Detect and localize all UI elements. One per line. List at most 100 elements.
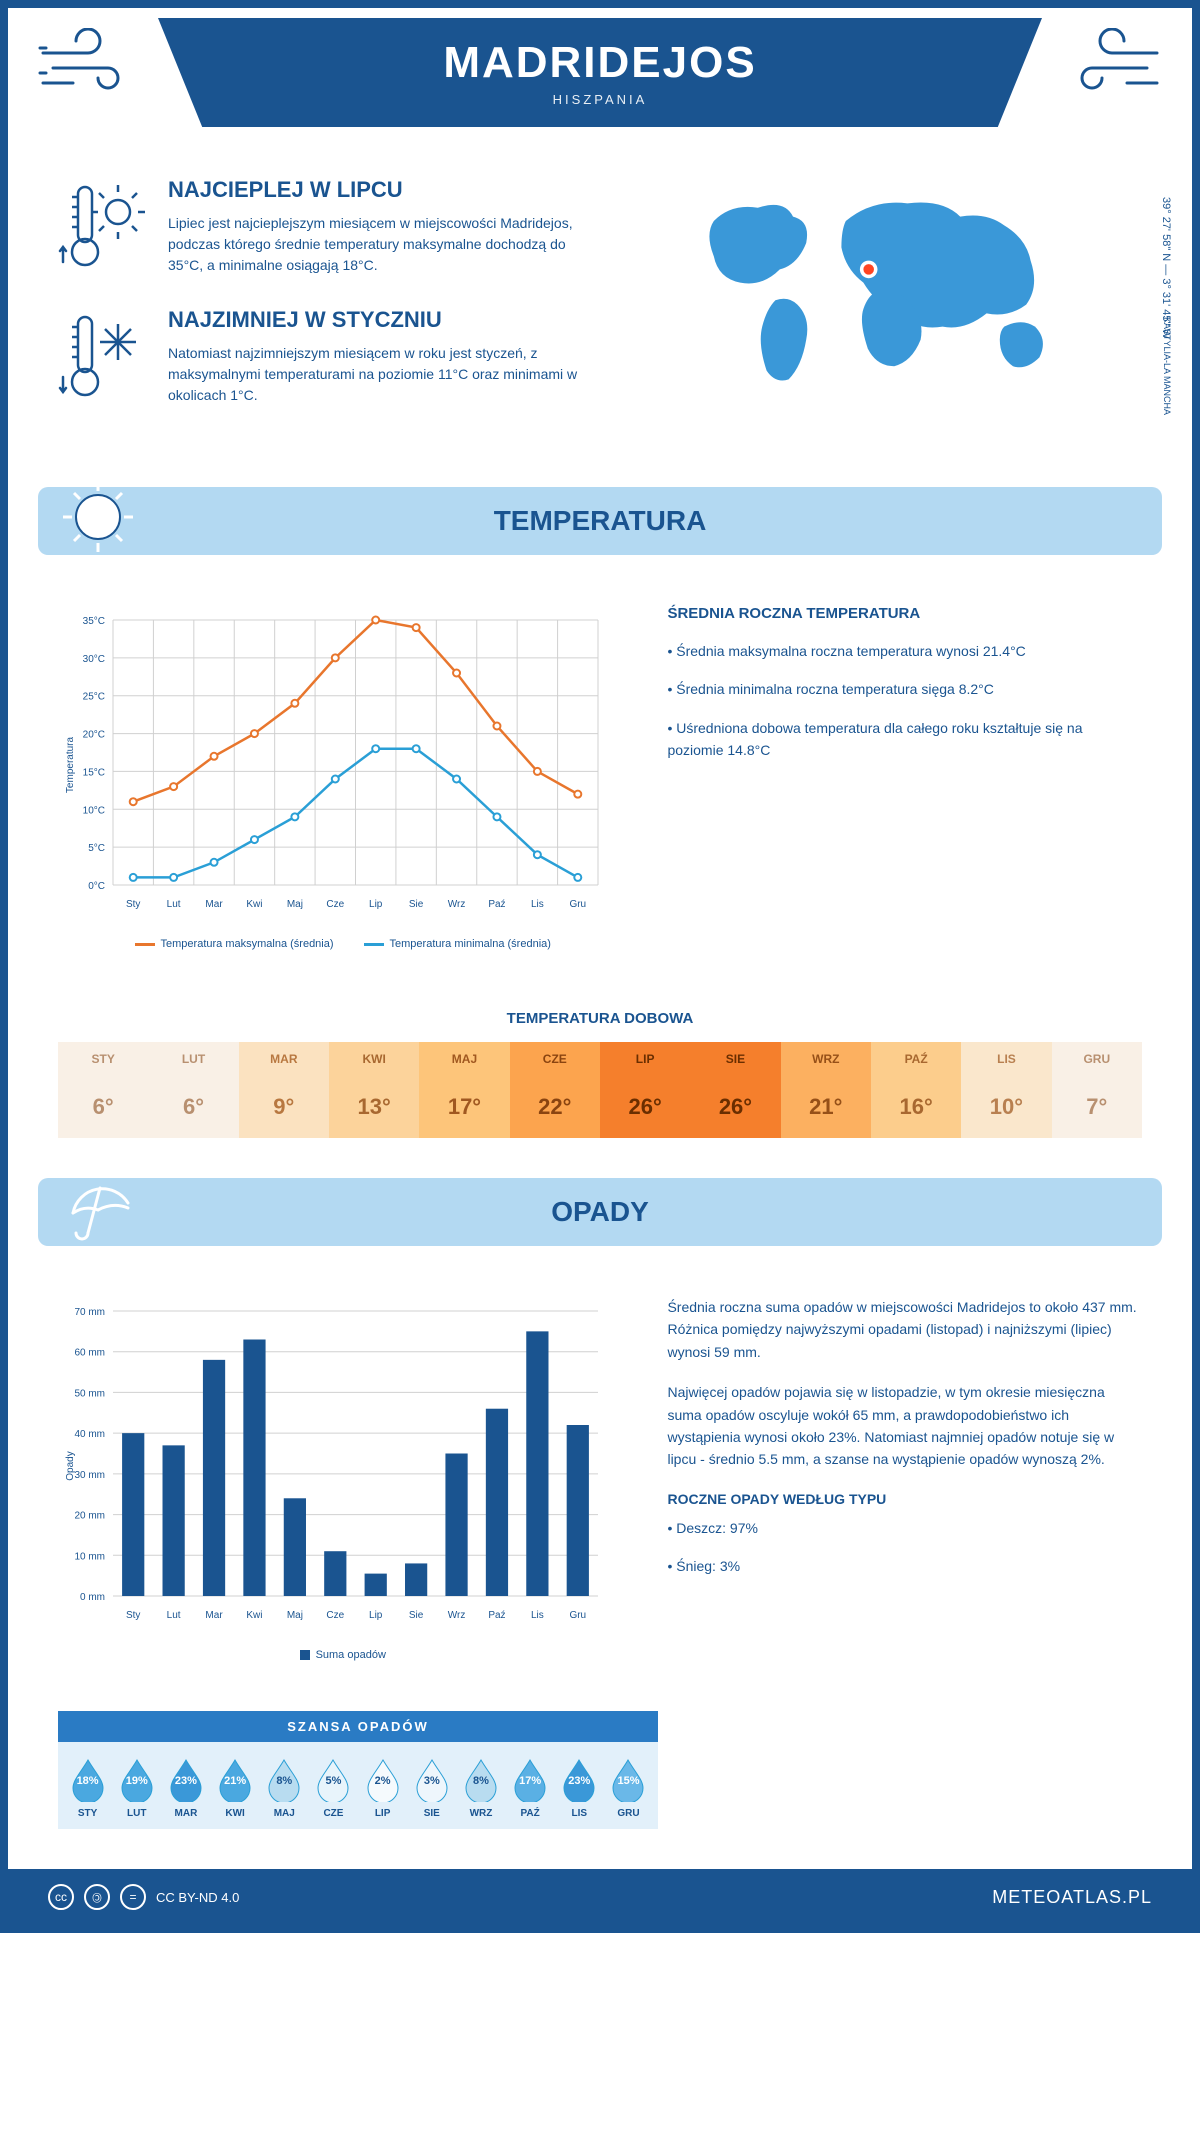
daily-title: TEMPERATURA DOBOWA [8,1010,1192,1027]
svg-text:Lis: Lis [531,899,544,910]
wind-icon [38,28,148,98]
rain-text-1: Średnia roczna suma opadów w miejscowośc… [667,1296,1142,1363]
chance-cell: 18%STY [63,1757,112,1819]
svg-text:Maj: Maj [287,899,303,910]
rain-type-item: • Deszcz: 97% [667,1517,1142,1539]
daily-cell: LUT6° [148,1042,238,1138]
svg-text:Paź: Paź [488,899,505,910]
legend-min: Temperatura minimalna (średnia) [390,938,551,950]
svg-text:Sie: Sie [409,1610,424,1621]
hot-text: Lipiec jest najcieplejszym miesiącem w m… [168,213,580,276]
svg-text:Kwi: Kwi [246,1610,262,1621]
intro-section: NAJCIEPLEJ W LIPCU Lipiec jest najcieple… [8,147,1192,467]
rain-type-item: • Śnieg: 3% [667,1555,1142,1577]
svg-text:0 mm: 0 mm [80,1592,105,1603]
temp-fact-item: • Średnia minimalna roczna temperatura s… [667,678,1142,700]
world-map [620,177,1142,397]
chance-cell: 23%MAR [161,1757,210,1819]
city-name: MADRIDEJOS [158,38,1042,88]
svg-text:Mar: Mar [205,899,223,910]
svg-text:Maj: Maj [287,1610,303,1621]
cc-nd-icon: = [120,1884,146,1910]
svg-text:10 mm: 10 mm [74,1551,105,1562]
rain-type-title: ROCZNE OPADY WEDŁUG TYPU [667,1491,1142,1507]
hot-fact: NAJCIEPLEJ W LIPCU Lipiec jest najcieple… [58,177,580,277]
svg-text:5°C: 5°C [88,843,105,854]
svg-text:35°C: 35°C [83,616,105,627]
daily-cell: WRZ21° [781,1042,871,1138]
cc-by-icon: 🄯 [84,1884,110,1910]
daily-cell: KWI13° [329,1042,419,1138]
thermometer-hot-icon [58,177,148,277]
header-area: MADRIDEJOS HISZPANIA [8,8,1192,127]
svg-text:Temperatura: Temperatura [65,736,76,793]
svg-text:Gru: Gru [569,899,586,910]
svg-text:Sie: Sie [409,899,424,910]
temp-banner-label: TEMPERATURA [494,505,707,536]
sun-icon [58,477,138,557]
cold-text: Natomiast najzimniejszym miesiącem w rok… [168,343,580,406]
daily-cell: LIS10° [961,1042,1051,1138]
cold-fact: NAJZIMNIEJ W STYCZNIU Natomiast najzimni… [58,307,580,407]
svg-text:Lut: Lut [167,1610,181,1621]
cold-title: NAJZIMNIEJ W STYCZNIU [168,307,580,333]
chance-cell: 3%SIE [407,1757,456,1819]
svg-text:50 mm: 50 mm [74,1388,105,1399]
legend-max: Temperatura maksymalna (średnia) [161,938,334,950]
temperature-banner: TEMPERATURA [38,487,1162,555]
svg-text:Lip: Lip [369,1610,383,1621]
chance-cell: 8%WRZ [456,1757,505,1819]
svg-text:Kwi: Kwi [246,899,262,910]
region-label: KASTYLIA-LA MANCHA [1162,317,1172,415]
chance-cell: 17%PAŹ [506,1757,555,1819]
country-name: HISZPANIA [158,92,1042,107]
rain-chance-box: SZANSA OPADÓW 18%STY19%LUT23%MAR21%KWI8%… [58,1711,658,1829]
chance-cell: 21%KWI [211,1757,260,1819]
svg-text:40 mm: 40 mm [74,1429,105,1440]
rain-banner: OPADY [38,1178,1162,1246]
svg-text:10°C: 10°C [83,805,105,816]
chance-title: SZANSA OPADÓW [58,1711,658,1742]
rain-legend-label: Suma opadów [316,1649,386,1661]
svg-text:25°C: 25°C [83,692,105,703]
daily-temperature-table: STY6°LUT6°MAR9°KWI13°MAJ17°CZE22°LIP26°S… [58,1042,1142,1138]
hot-title: NAJCIEPLEJ W LIPCU [168,177,580,203]
chance-cell: 5%CZE [309,1757,358,1819]
svg-text:Wrz: Wrz [448,1610,466,1621]
wind-icon [1052,28,1162,98]
license-label: CC BY-ND 4.0 [156,1890,239,1905]
svg-text:Sty: Sty [126,899,140,910]
svg-text:Mar: Mar [205,1610,223,1621]
svg-text:Paź: Paź [488,1610,505,1621]
daily-cell: MAR9° [239,1042,329,1138]
svg-text:Wrz: Wrz [448,899,466,910]
svg-text:Sty: Sty [126,1610,140,1621]
svg-text:Lut: Lut [167,899,181,910]
rain-text-2: Najwięcej opadów pojawia się w listopadz… [667,1381,1142,1471]
footer: cc 🄯 = CC BY-ND 4.0 METEOATLAS.PL [8,1869,1192,1925]
cc-icon: cc [48,1884,74,1910]
daily-cell: CZE22° [510,1042,600,1138]
temperature-chart: 0°C5°C10°C15°C20°C25°C30°C35°CStyLutMarK… [58,605,618,925]
rain-chart: 0 mm10 mm20 mm30 mm40 mm50 mm60 mm70 mmS… [58,1296,618,1636]
svg-text:Lip: Lip [369,899,383,910]
header: MADRIDEJOS HISZPANIA [158,18,1042,127]
daily-cell: PAŹ16° [871,1042,961,1138]
daily-cell: GRU7° [1052,1042,1142,1138]
svg-text:20 mm: 20 mm [74,1511,105,1522]
chance-cell: 15%GRU [604,1757,653,1819]
chance-cell: 19%LUT [112,1757,161,1819]
svg-text:Opady: Opady [65,1451,76,1480]
svg-text:60 mm: 60 mm [74,1348,105,1359]
thermometer-cold-icon [58,307,148,407]
svg-text:Cze: Cze [326,1610,344,1621]
svg-text:15°C: 15°C [83,767,105,778]
chance-cell: 8%MAJ [260,1757,309,1819]
svg-text:30°C: 30°C [83,654,105,665]
temp-fact-item: • Uśredniona dobowa temperatura dla całe… [667,717,1142,762]
svg-text:Gru: Gru [569,1610,586,1621]
site-name: METEOATLAS.PL [992,1887,1152,1908]
svg-text:20°C: 20°C [83,730,105,741]
chance-cell: 2%LIP [358,1757,407,1819]
temp-legend: Temperatura maksymalna (średnia) Tempera… [58,938,627,950]
